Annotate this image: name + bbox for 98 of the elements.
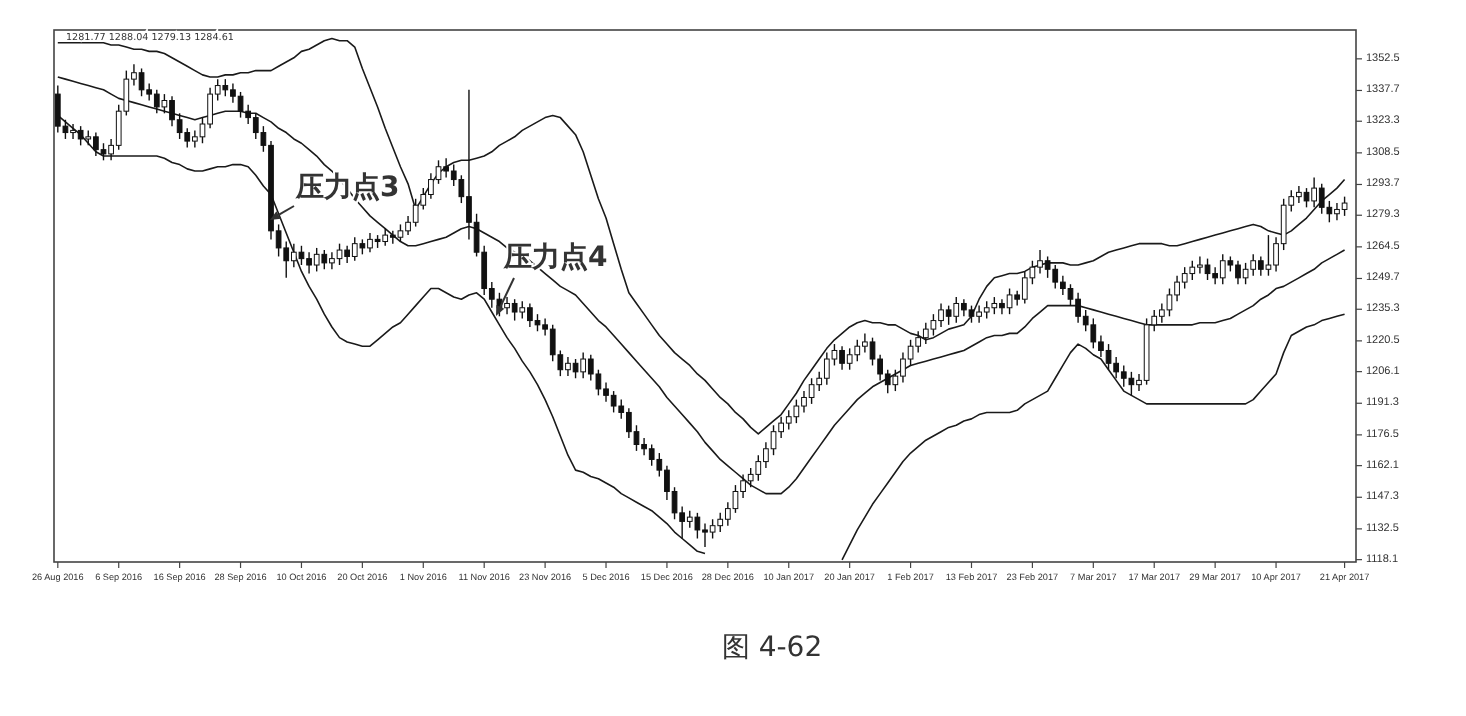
candlestick: [336, 242, 343, 266]
candlestick: [77, 125, 84, 147]
candlestick: [1113, 356, 1120, 379]
candlestick: [1311, 176, 1317, 209]
candlestick: [648, 443, 655, 467]
candlestick: [999, 298, 1005, 315]
candlestick: [1174, 275, 1180, 303]
candlestick: [717, 512, 724, 533]
candlestick: [1242, 262, 1249, 285]
candlestick: [1052, 264, 1059, 290]
candlestick: [793, 398, 800, 424]
candlestick: [900, 351, 906, 384]
candlestick: [1265, 234, 1272, 277]
candlestick: [702, 522, 708, 548]
candlestick: [1296, 185, 1302, 204]
candlestick: [603, 381, 609, 403]
candlestick: [1334, 202, 1340, 221]
candlestick: [1197, 255, 1203, 275]
candlestick: [694, 512, 701, 540]
candlestick: [938, 302, 944, 328]
candlestick: [747, 467, 754, 488]
candlestick: [306, 251, 312, 275]
candlestick: [1250, 253, 1257, 277]
candlestick: [839, 345, 845, 371]
candlestick: [329, 251, 335, 270]
candlestick: [1303, 187, 1310, 209]
candlestick: [1212, 266, 1218, 285]
candlestick: [93, 131, 99, 157]
candlestick: [412, 198, 419, 228]
candlestick: [862, 332, 868, 354]
candlestick: [237, 91, 244, 119]
candlestick: [1090, 317, 1097, 350]
candlestick: [313, 247, 320, 273]
candlestick: [1128, 371, 1135, 397]
candlestick: [854, 339, 861, 362]
caption: 图 4-62: [721, 632, 823, 664]
candlestick: [930, 313, 937, 337]
candlestick: [1075, 292, 1081, 324]
candlestick: [1219, 253, 1226, 285]
candlestick: [511, 298, 518, 322]
candlestick: [504, 296, 510, 315]
candlestick: [976, 304, 982, 324]
candlestick: [1181, 266, 1188, 290]
candlestick: [527, 302, 533, 328]
candlestick: [161, 93, 168, 115]
annotation: 压力点3: [294, 172, 400, 204]
candlestick: [755, 454, 762, 482]
candlestick: [1257, 255, 1264, 277]
candlestick: [153, 89, 160, 115]
candlestick: [169, 95, 175, 127]
candlestick: [1120, 364, 1127, 388]
candlestick: [230, 82, 236, 104]
candlestick: [1166, 287, 1173, 317]
candlestick: [565, 356, 571, 377]
candlestick: [572, 358, 579, 379]
candlestick: [252, 112, 259, 140]
candlestick: [626, 407, 632, 439]
candlestick: [922, 322, 929, 345]
candlestick: [1158, 302, 1165, 324]
candlestick: [389, 230, 396, 245]
candlestick: [1037, 249, 1043, 275]
candlestick: [580, 351, 587, 379]
candlestick: [367, 232, 373, 253]
candlestick: [1189, 260, 1196, 281]
candlestick: [1204, 257, 1211, 281]
candlestick: [846, 347, 853, 371]
candlestick: [184, 127, 191, 149]
candlestick: [808, 377, 815, 405]
candlestick: [443, 157, 449, 179]
candlestick: [1006, 287, 1013, 315]
candlestick: [207, 86, 213, 129]
candlestick: [709, 518, 716, 540]
candlestick: [245, 104, 252, 125]
candlestick: [321, 249, 328, 270]
candlestick: [192, 129, 198, 149]
candlestick: [823, 351, 830, 386]
candlestick: [1235, 260, 1241, 285]
candlestick: [1105, 343, 1112, 371]
candlestick: [298, 245, 305, 266]
candlestick: [953, 296, 960, 324]
candlestick: [1021, 270, 1028, 305]
candlestick: [945, 304, 952, 326]
candlestick: [351, 236, 358, 262]
candlestick: [138, 67, 145, 97]
candlestick: [1044, 255, 1051, 279]
line-series: [57, 76, 1346, 495]
candlestick: [801, 390, 807, 414]
candlestick: [915, 330, 922, 354]
candlestick: [1318, 183, 1325, 215]
candlestick: [587, 354, 594, 382]
candlestick: [641, 437, 647, 456]
candlestick: [70, 123, 76, 140]
candlestick: [549, 324, 556, 362]
candlestick: [610, 390, 617, 414]
candlestick: [428, 172, 434, 200]
candlestick: [290, 242, 297, 268]
candlestick: [1060, 275, 1066, 296]
candlestick: [1341, 195, 1348, 217]
